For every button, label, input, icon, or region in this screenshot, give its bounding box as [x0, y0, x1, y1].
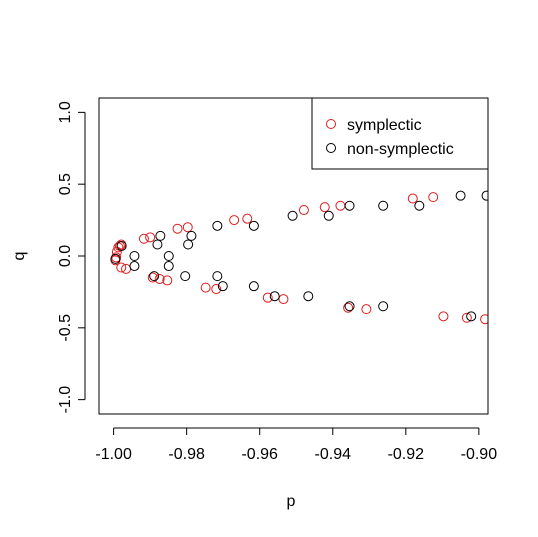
x-tick-label: -0.98 — [168, 446, 205, 463]
x-axis-label: p — [287, 493, 296, 510]
x-tick-label: -1.00 — [95, 446, 132, 463]
y-tick-label: 0.0 — [57, 245, 74, 267]
y-tick-label: 0.5 — [57, 173, 74, 195]
legend: symplectic non-symplectic — [312, 98, 488, 169]
y-tick-label: 1.0 — [57, 101, 74, 123]
y-tick-label: -1.0 — [57, 386, 74, 414]
x-tick-label: -0.94 — [315, 446, 352, 463]
x-tick-label: -0.96 — [241, 446, 278, 463]
legend-label-symplectic: symplectic — [347, 117, 422, 134]
x-tick-label: -0.92 — [388, 446, 425, 463]
legend-label-non-symplectic: non-symplectic — [347, 141, 454, 158]
x-tick-label: -0.90 — [461, 446, 498, 463]
y-axis-label: q — [11, 252, 28, 261]
y-tick-label: -0.5 — [57, 314, 74, 342]
